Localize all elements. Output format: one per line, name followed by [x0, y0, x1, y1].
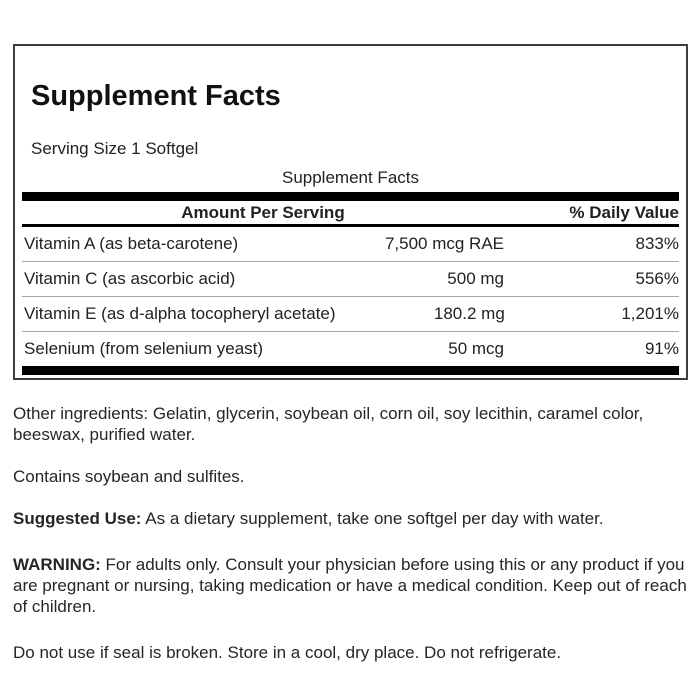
table-row-vitamin-a: Vitamin A (as beta-carotene) 7,500 mcg R… — [22, 227, 679, 261]
warning-label: WARNING: — [13, 555, 101, 574]
suggested-use-label: Suggested Use: — [13, 509, 142, 528]
nutrient-daily-value: 556% — [635, 269, 679, 288]
serving-size: Serving Size 1 Softgel — [31, 139, 199, 158]
supplement-facts-panel: Supplement Facts Serving Size 1 Softgel … — [13, 44, 688, 380]
table-row-selenium: Selenium (from selenium yeast) 50 mcg 91… — [22, 331, 679, 366]
warning-text: For adults only. Consult your physician … — [13, 555, 687, 616]
table-row-vitamin-e: Vitamin E (as d-alpha tocopheryl acetate… — [22, 296, 679, 331]
nutrient-amount: 50 mcg — [448, 339, 504, 358]
table-top-bar — [22, 192, 679, 201]
table-caption: Supplement Facts — [281, 168, 419, 187]
nutrient-daily-value: 833% — [635, 234, 679, 253]
panel-title: Supplement Facts — [31, 80, 281, 112]
column-header-amount: Amount Per Serving — [181, 202, 345, 222]
nutrient-table: Vitamin A (as beta-carotene) 7,500 mcg R… — [22, 227, 679, 366]
suggested-use: Suggested Use: As a dietary supplement, … — [13, 508, 687, 529]
nutrient-daily-value: 1,201% — [621, 304, 679, 323]
table-row-vitamin-c: Vitamin C (as ascorbic acid) 500 mg 556% — [22, 261, 679, 296]
nutrient-daily-value: 91% — [644, 339, 679, 358]
warning-statement: WARNING: For adults only. Consult your p… — [13, 554, 687, 617]
header-divider-bar — [22, 224, 679, 227]
nutrient-name: Vitamin A (as beta-carotene) — [24, 234, 239, 253]
allergen-statement: Contains soybean and sulfites. — [13, 467, 245, 486]
column-header-daily-value: % Daily Value — [569, 202, 679, 222]
nutrient-name: Vitamin E (as d-alpha tocopheryl acetate… — [24, 304, 336, 323]
label-body-text: Other ingredients: Gelatin, glycerin, so… — [13, 380, 687, 663]
nutrient-amount: 7,500 mcg RAE — [384, 234, 504, 253]
table-bottom-bar — [22, 366, 679, 375]
other-ingredients: Other ingredients: Gelatin, glycerin, so… — [13, 404, 644, 444]
suggested-use-text: As a dietary supplement, take one softge… — [141, 509, 604, 528]
table-header-row: Amount Per Serving % Daily Value — [22, 201, 679, 224]
nutrient-amount: 500 mg — [447, 269, 504, 288]
nutrient-name: Selenium (from selenium yeast) — [24, 339, 264, 358]
nutrient-amount: 180.2 mg — [433, 304, 505, 323]
nutrient-name: Vitamin C (as ascorbic acid) — [24, 269, 236, 288]
storage-statement: Do not use if seal is broken. Store in a… — [13, 643, 562, 662]
